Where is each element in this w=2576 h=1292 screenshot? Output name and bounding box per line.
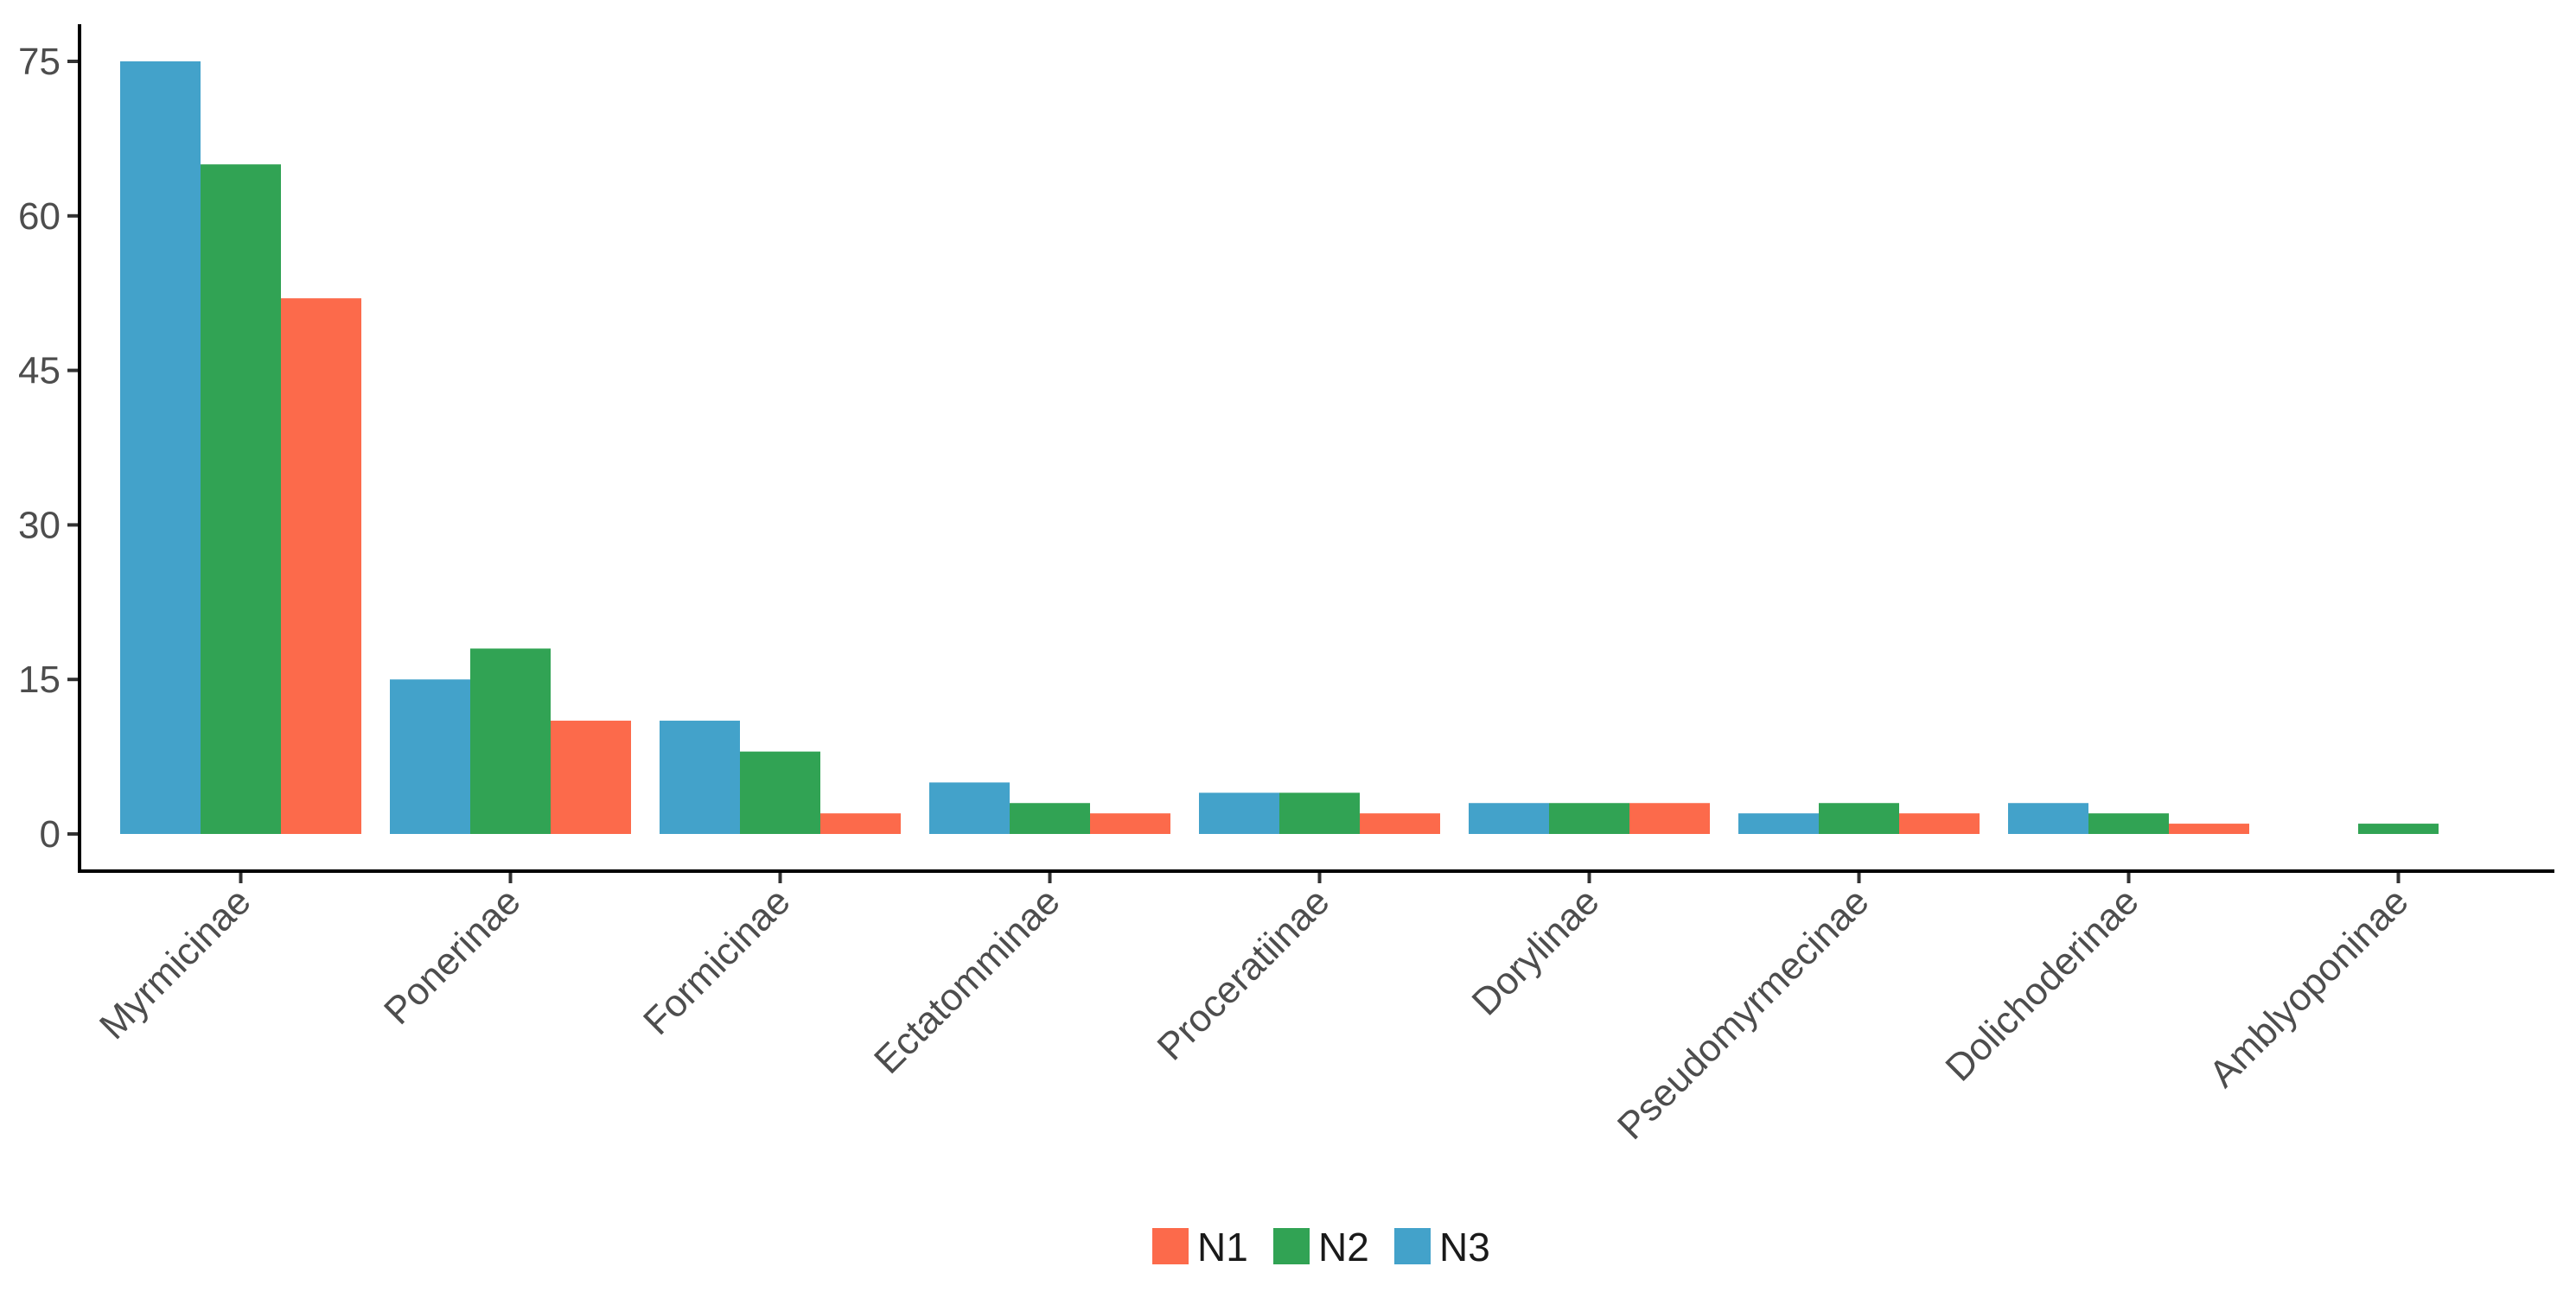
bar-n2-proceratiinae bbox=[1279, 792, 1360, 834]
bars-layer bbox=[120, 61, 2439, 834]
bar-n2-formicinae bbox=[740, 751, 820, 834]
bar-n3-formicinae bbox=[660, 720, 740, 834]
bar-n3-pseudomyrmecinae bbox=[1738, 813, 1819, 834]
bar-n1-myrmicinae bbox=[281, 298, 361, 834]
x-category-label: Myrmicinae bbox=[92, 880, 259, 1047]
legend-key-n3 bbox=[1394, 1228, 1431, 1264]
bar-n2-dolichoderinae bbox=[2088, 813, 2169, 834]
x-category-label: Amblyoponinae bbox=[2201, 880, 2416, 1095]
x-category-label: Pseudomyrmecinae bbox=[1610, 880, 1878, 1148]
bar-n1-proceratiinae bbox=[1360, 813, 1440, 834]
x-category-label: Formicinae bbox=[635, 880, 799, 1043]
legend-key-n1 bbox=[1152, 1228, 1189, 1264]
bar-n1-dorylinae bbox=[1629, 803, 1710, 834]
y-tick-label: 15 bbox=[18, 659, 61, 701]
bar-n1-ponerinae bbox=[551, 720, 631, 834]
bar-n2-dorylinae bbox=[1549, 803, 1629, 834]
bar-n1-formicinae bbox=[820, 813, 901, 834]
bar-n3-myrmicinae bbox=[120, 61, 201, 834]
bar-n2-pseudomyrmecinae bbox=[1819, 803, 1899, 834]
x-category-label: Dorylinae bbox=[1463, 880, 1607, 1023]
bar-n3-ectatomminae bbox=[929, 782, 1010, 834]
bar-n2-ponerinae bbox=[470, 648, 551, 834]
bar-n2-myrmicinae bbox=[201, 164, 281, 834]
bar-n2-ectatomminae bbox=[1010, 803, 1090, 834]
legend-label-n1: N1 bbox=[1197, 1225, 1248, 1270]
legend-label-n2: N2 bbox=[1318, 1225, 1369, 1270]
legend-label-n3: N3 bbox=[1439, 1225, 1490, 1270]
y-tick-label: 30 bbox=[18, 504, 61, 546]
y-tick-label: 60 bbox=[18, 195, 61, 238]
y-tick-label: 0 bbox=[40, 813, 61, 856]
axes bbox=[78, 24, 2554, 873]
x-axis-labels: Myrmicinae Ponerinae Formicinae Ectatommina… bbox=[92, 871, 2417, 1148]
x-category-label: Ectatomminae bbox=[866, 880, 1068, 1082]
bar-n1-pseudomyrmecinae bbox=[1899, 813, 1980, 834]
bar-n1-dolichoderinae bbox=[2169, 824, 2249, 834]
y-axis-ticks: 0 15 30 45 60 75 bbox=[18, 41, 80, 856]
legend-key-n2 bbox=[1273, 1228, 1310, 1264]
y-tick-label: 45 bbox=[18, 350, 61, 392]
bar-n3-dolichoderinae bbox=[2008, 803, 2088, 834]
bar-n2-amblyoponinae bbox=[2358, 824, 2439, 834]
bar-n3-dorylinae bbox=[1469, 803, 1549, 834]
x-category-label: Dolichoderinae bbox=[1937, 880, 2146, 1089]
bar-n1-ectatomminae bbox=[1090, 813, 1170, 834]
bar-n3-proceratiinae bbox=[1199, 792, 1279, 834]
legend: N1 N2 N3 bbox=[1152, 1225, 1490, 1270]
y-tick-label: 75 bbox=[18, 41, 61, 83]
bar-n3-ponerinae bbox=[390, 679, 470, 834]
x-category-label: Ponerinae bbox=[376, 880, 529, 1033]
x-category-label: Proceratiinae bbox=[1150, 880, 1338, 1068]
